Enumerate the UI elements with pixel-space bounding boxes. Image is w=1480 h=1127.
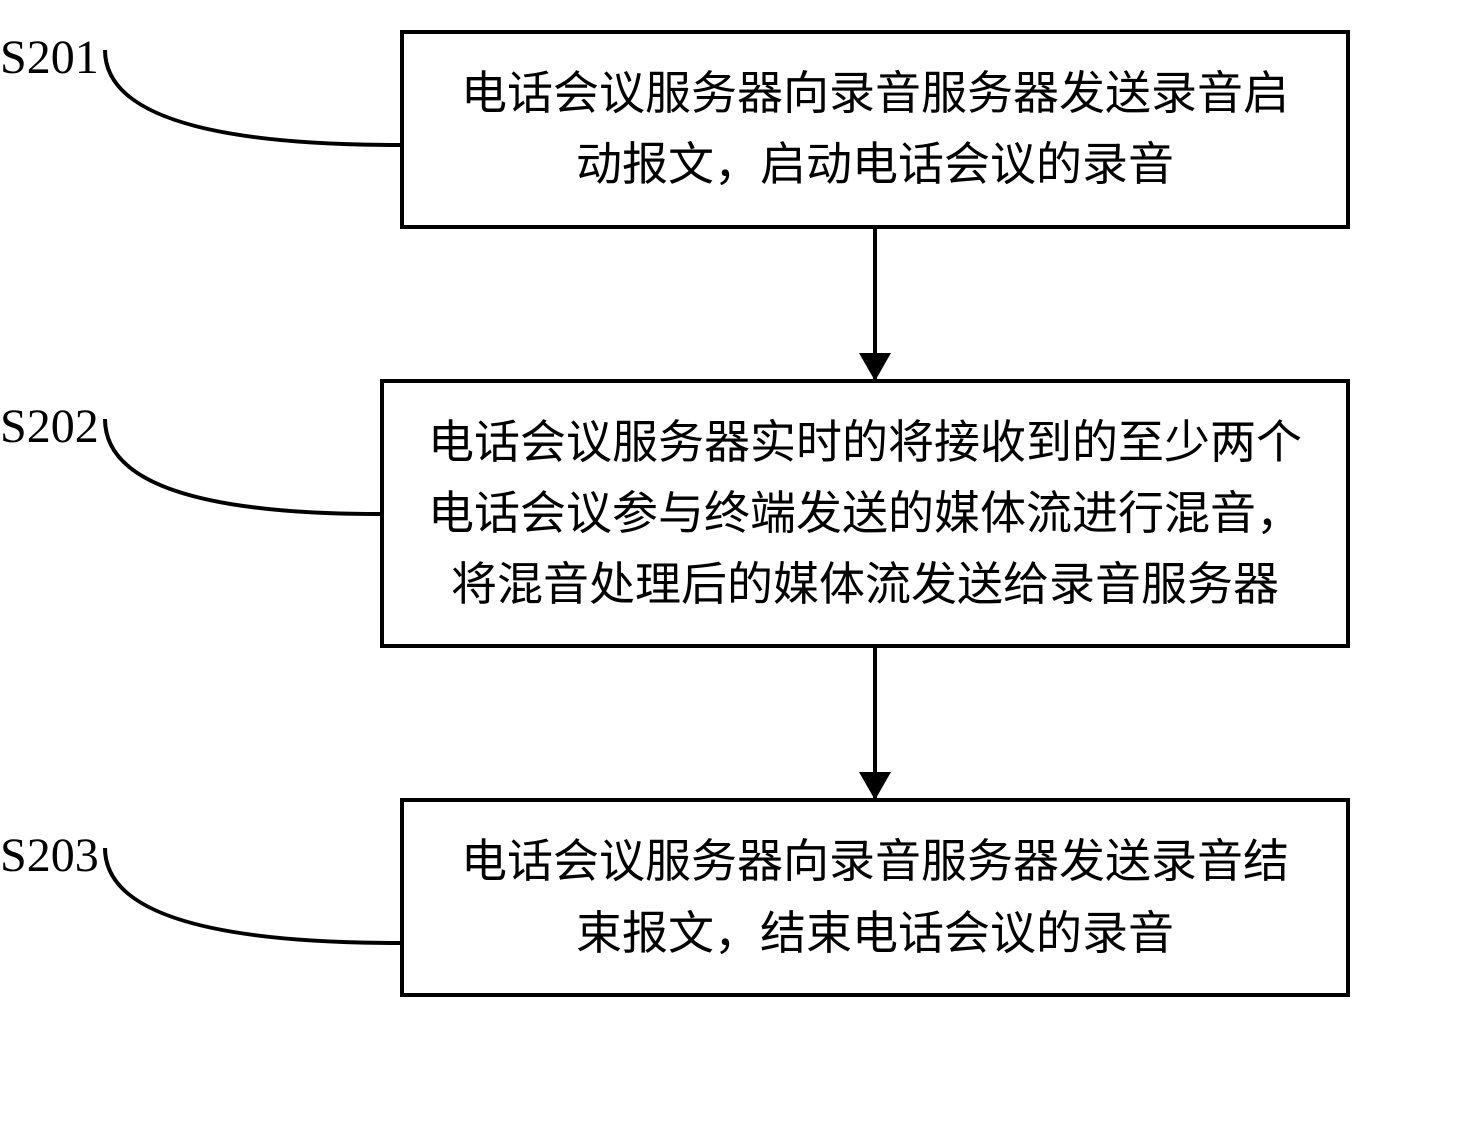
arrow-container	[400, 648, 1350, 798]
step-label-s202: S202	[0, 399, 99, 454]
flowchart-box-s201: 电话会议服务器向录音服务器发送录音启动报文，启动电话会议的录音	[400, 30, 1350, 229]
arrow-container	[400, 229, 1350, 379]
connector-curve	[100, 45, 410, 155]
step-label-s203: S203	[0, 828, 99, 883]
flowchart-container: S201 电话会议服务器向录音服务器发送录音启动报文，启动电话会议的录音 S20…	[130, 30, 1350, 997]
flowchart-box-s202: 电话会议服务器实时的将接收到的至少两个电话会议参与终端发送的媒体流进行混音，将混…	[380, 379, 1350, 649]
flow-arrow	[873, 648, 877, 798]
flowchart-step: S203 电话会议服务器向录音服务器发送录音结束报文，结束电话会议的录音	[130, 798, 1350, 997]
connector-curve	[100, 843, 410, 953]
step-label-s201: S201	[0, 30, 99, 85]
flow-arrow	[873, 229, 877, 379]
flowchart-step: S202 电话会议服务器实时的将接收到的至少两个电话会议参与终端发送的媒体流进行…	[130, 379, 1350, 649]
connector-curve	[100, 414, 390, 524]
flowchart-box-s203: 电话会议服务器向录音服务器发送录音结束报文，结束电话会议的录音	[400, 798, 1350, 997]
flowchart-step: S201 电话会议服务器向录音服务器发送录音启动报文，启动电话会议的录音	[130, 30, 1350, 229]
